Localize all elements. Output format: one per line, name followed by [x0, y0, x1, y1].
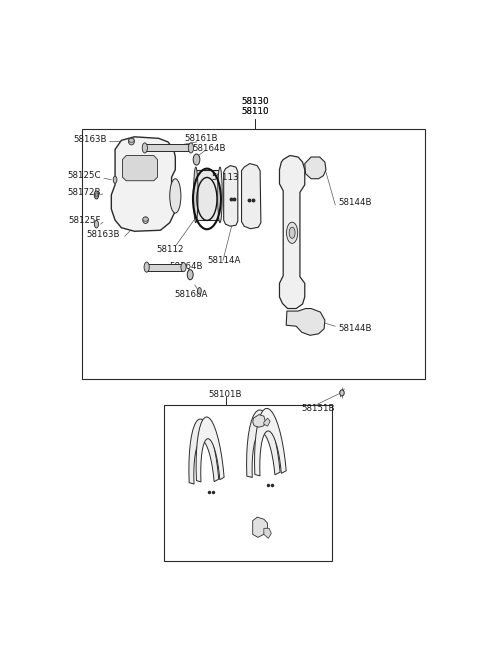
- Polygon shape: [196, 170, 220, 220]
- Text: 58162B: 58162B: [144, 265, 178, 274]
- Polygon shape: [254, 409, 286, 476]
- Polygon shape: [305, 157, 326, 178]
- Ellipse shape: [94, 191, 99, 199]
- Text: 58168A: 58168A: [174, 291, 208, 299]
- Polygon shape: [111, 137, 175, 232]
- Bar: [164, 405, 332, 561]
- Ellipse shape: [96, 193, 97, 197]
- Polygon shape: [189, 419, 219, 484]
- Polygon shape: [264, 528, 271, 539]
- Text: 58101B: 58101B: [209, 390, 242, 399]
- Ellipse shape: [142, 143, 147, 153]
- Text: 58144B: 58144B: [338, 198, 372, 207]
- Text: 58163B: 58163B: [73, 135, 107, 144]
- Ellipse shape: [187, 270, 193, 279]
- Ellipse shape: [193, 167, 198, 222]
- Ellipse shape: [198, 287, 202, 294]
- Text: 58110: 58110: [241, 107, 269, 116]
- Text: 58161B: 58161B: [185, 134, 218, 143]
- Polygon shape: [196, 417, 224, 482]
- Polygon shape: [286, 308, 325, 335]
- Polygon shape: [129, 138, 134, 142]
- Text: 58130: 58130: [241, 98, 269, 106]
- Polygon shape: [247, 410, 280, 478]
- Polygon shape: [224, 165, 238, 226]
- Ellipse shape: [287, 222, 298, 243]
- Polygon shape: [241, 163, 261, 229]
- Ellipse shape: [340, 390, 344, 396]
- Text: 58125F: 58125F: [69, 216, 101, 224]
- Ellipse shape: [218, 167, 222, 222]
- Ellipse shape: [289, 227, 295, 238]
- Text: 58144B: 58144B: [338, 324, 372, 333]
- Polygon shape: [147, 264, 183, 271]
- Ellipse shape: [181, 262, 186, 272]
- Text: 58164B: 58164B: [170, 262, 203, 271]
- Text: 58163B: 58163B: [86, 230, 120, 239]
- Text: 58172B: 58172B: [67, 188, 101, 197]
- Ellipse shape: [188, 143, 193, 153]
- Polygon shape: [279, 155, 305, 308]
- Bar: [83, 129, 424, 379]
- Ellipse shape: [113, 176, 117, 183]
- Polygon shape: [145, 144, 190, 152]
- Ellipse shape: [129, 138, 134, 145]
- Text: 58112: 58112: [156, 245, 183, 254]
- Ellipse shape: [193, 154, 200, 165]
- Text: 58114A: 58114A: [207, 256, 240, 265]
- Polygon shape: [264, 418, 270, 426]
- Ellipse shape: [143, 217, 148, 224]
- Polygon shape: [143, 217, 148, 221]
- Polygon shape: [122, 155, 157, 181]
- Text: 58151B: 58151B: [302, 403, 336, 413]
- Text: 58130: 58130: [241, 98, 269, 106]
- Text: 58113: 58113: [212, 173, 240, 182]
- Polygon shape: [252, 415, 265, 427]
- Ellipse shape: [170, 178, 181, 213]
- Text: 58164B: 58164B: [192, 144, 226, 153]
- Ellipse shape: [144, 262, 149, 272]
- Polygon shape: [252, 517, 267, 537]
- Text: 58110: 58110: [241, 107, 269, 116]
- Text: 58125C: 58125C: [67, 171, 101, 180]
- Ellipse shape: [95, 220, 98, 228]
